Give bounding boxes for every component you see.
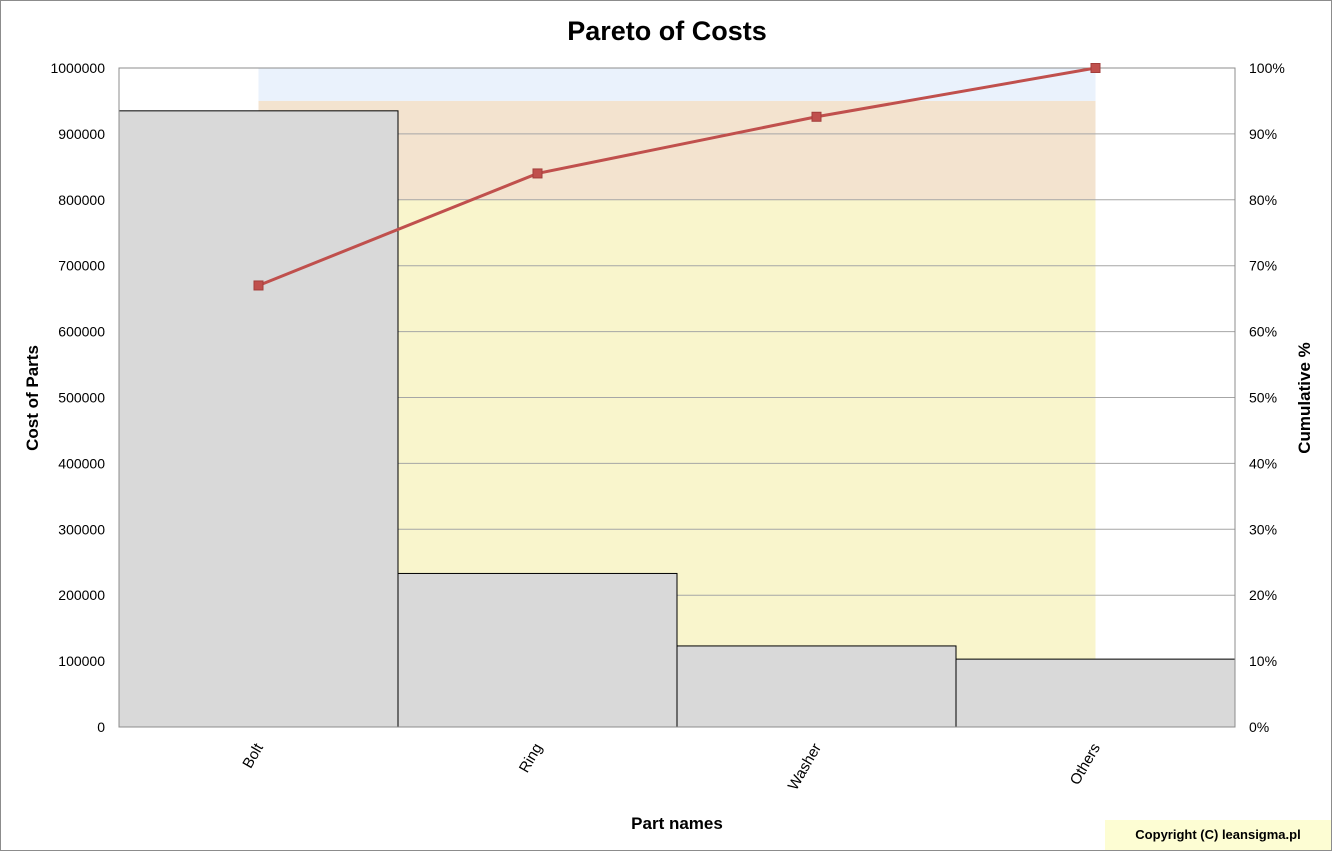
cumulative-line xyxy=(257,66,1096,287)
y2-axis-title: Cumulative % xyxy=(1295,342,1314,453)
y2-tick-label: 20% xyxy=(1249,587,1277,603)
right-axis-ticks: 0% 10% 20% 30% 40% 50% 60% 70% 80% 90% 100% xyxy=(1249,60,1285,735)
bar-others xyxy=(955,658,1236,728)
y-tick-label: 700000 xyxy=(58,258,105,274)
y2-tick-label: 50% xyxy=(1249,390,1277,406)
y2-tick-label: 90% xyxy=(1249,126,1277,142)
y-tick-label: 900000 xyxy=(58,126,105,142)
cumulative-marker-washer xyxy=(811,111,822,122)
bar-bolt xyxy=(118,110,399,728)
category-label-others: Others xyxy=(1067,741,1104,788)
y2-tick-label: 100% xyxy=(1249,60,1285,76)
cumulative-marker-bolt xyxy=(253,280,264,291)
category-label-ring: Ring xyxy=(516,741,546,776)
bars-layer xyxy=(118,110,1236,728)
y-tick-label: 100000 xyxy=(58,653,105,669)
y2-tick-label: 60% xyxy=(1249,324,1277,340)
category-label-washer: Washer xyxy=(785,740,825,793)
band-0 xyxy=(258,68,1096,101)
chart-title: Pareto of Costs xyxy=(567,16,767,46)
y-tick-label: 800000 xyxy=(58,192,105,208)
y-tick-label: 400000 xyxy=(58,455,105,471)
y-tick-label: 0 xyxy=(97,719,105,735)
plot-area-border xyxy=(118,67,1236,728)
y2-tick-label: 0% xyxy=(1249,719,1269,735)
y-tick-label: 1000000 xyxy=(50,60,105,76)
y2-tick-label: 30% xyxy=(1249,521,1277,537)
y-tick-label: 500000 xyxy=(58,390,105,406)
y2-tick-label: 40% xyxy=(1249,455,1277,471)
y-axis-title: Cost of Parts xyxy=(23,345,42,451)
left-axis-ticks: 0 100000 200000 300000 400000 500000 600000 700… xyxy=(50,60,105,735)
y-tick-label: 200000 xyxy=(58,587,105,603)
y-tick-label: 300000 xyxy=(58,521,105,537)
category-axis-labels: Bolt Ring Washer Others xyxy=(239,740,1104,793)
y2-tick-label: 10% xyxy=(1249,653,1277,669)
y2-tick-label: 80% xyxy=(1249,192,1277,208)
bar-ring xyxy=(397,572,678,728)
y-tick-label: 600000 xyxy=(58,324,105,340)
cumulative-marker-others xyxy=(1090,63,1101,73)
cumulative-line-layer xyxy=(253,63,1101,291)
cumulative-marker-ring xyxy=(532,168,543,179)
bar-washer xyxy=(676,645,957,728)
y2-tick-label: 70% xyxy=(1249,258,1277,274)
category-label-bolt: Bolt xyxy=(239,740,267,772)
x-axis-title: Part names xyxy=(631,814,723,833)
copyright-notice: Copyright (C) leansigma.pl xyxy=(1105,820,1331,850)
